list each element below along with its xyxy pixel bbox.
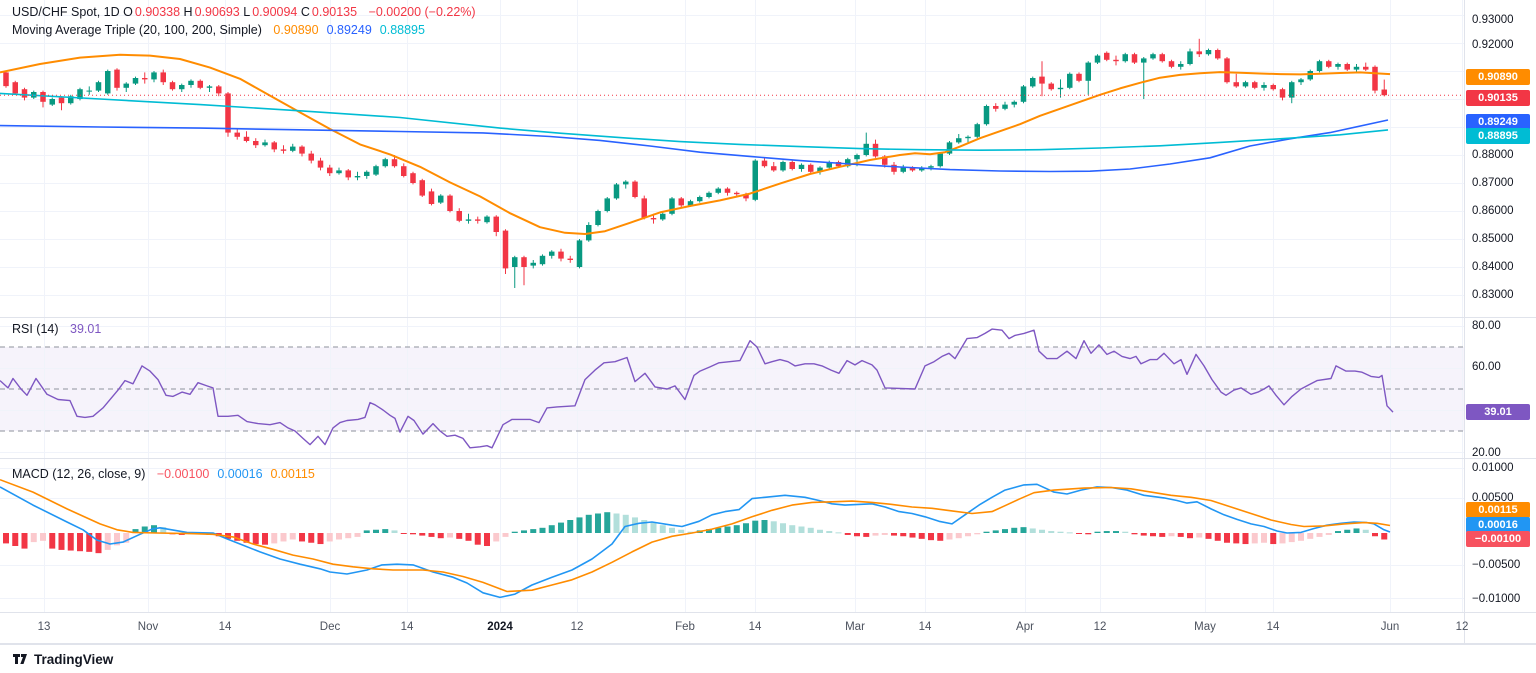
ohlc-key: O [123, 5, 133, 19]
time-axis-label: Apr [1016, 621, 1034, 633]
time-axis-label: 14 [918, 621, 932, 633]
price-axis-label: 0.84000 [1472, 261, 1514, 273]
ohlc-values: O 0.90338 H 0.90693 L 0.90094 C 0.90135 [123, 5, 357, 19]
time-axis-label: Mar [845, 621, 865, 633]
ma-values-item: 0.90890 [273, 23, 319, 37]
time-axis-label: Jun [1380, 621, 1400, 633]
rsi-value: 39.01 [70, 322, 102, 336]
tradingview-logo-text: TradingView [34, 651, 114, 667]
macd-indicator-label: MACD (12, 26, close, 9) [12, 467, 146, 481]
ma-values-item: 0.88895 [379, 23, 425, 37]
price-axis-badge: −0.00100 [1466, 531, 1530, 547]
time-axis-label: Nov [137, 621, 159, 633]
price-axis-label: 0.93000 [1472, 14, 1514, 26]
price-axis-badge: 0.88895 [1466, 128, 1530, 144]
price-axis-badge: 0.90135 [1466, 90, 1530, 106]
price-axis-badge: 0.89249 [1466, 114, 1530, 130]
price-axis-label: 0.92000 [1472, 39, 1514, 51]
ohlc-key: L [239, 5, 251, 19]
time-axis-label: Feb [675, 621, 695, 633]
time-axis-label: 14 [400, 621, 414, 633]
symbol-title: USD/CHF Spot, 1D [12, 5, 120, 19]
footer-bar: TradingView [0, 644, 1536, 673]
price-axis-badge: 0.90890 [1466, 69, 1530, 85]
price-axis-label: 0.85000 [1472, 233, 1514, 245]
price-axis-label: −0.00500 [1472, 559, 1521, 571]
time-axis-label: May [1194, 621, 1216, 633]
ohlc-value: 0.90338 [134, 5, 181, 19]
legend-rsi-row[interactable]: RSI (14) 39.01 [12, 322, 101, 336]
time-axis-label: 14 [748, 621, 762, 633]
time-axis-label: 12 [570, 621, 584, 633]
price-axis-label: 0.86000 [1472, 205, 1514, 217]
time-axis-label: 14 [1266, 621, 1280, 633]
time-axis-label: 14 [218, 621, 232, 633]
macd-values-item: 0.00115 [270, 467, 315, 481]
price-axis-label: −0.01000 [1472, 593, 1521, 605]
ohlc-key: C [297, 5, 310, 19]
ohlc-value: 0.90135 [311, 5, 358, 19]
legend-ma-row[interactable]: Moving Average Triple (20, 100, 200, Sim… [12, 23, 425, 37]
macd-values-item: 0.00016 [217, 467, 263, 481]
price-axis-label: 20.00 [1472, 447, 1501, 459]
macd-values: −0.00100 0.00016 0.00115 [149, 467, 315, 481]
ohlc-value: 0.90693 [194, 5, 240, 19]
rsi-indicator-label: RSI (14) [12, 322, 59, 336]
legend-macd-row[interactable]: MACD (12, 26, close, 9) −0.00100 0.00016 0… [12, 467, 315, 481]
tradingview-logo[interactable]: TradingView [12, 651, 113, 667]
tradingview-logo-icon [13, 654, 27, 664]
time-axis-label: 12 [1455, 621, 1469, 633]
price-axis-label: 0.01000 [1472, 462, 1514, 474]
time-axis-label: 2024 [487, 621, 513, 633]
price-axis-badge: 39.01 [1466, 404, 1530, 420]
price-axis-label: 0.87000 [1472, 177, 1514, 189]
price-axis-label: 60.00 [1472, 361, 1501, 373]
time-axis-label: 12 [1093, 621, 1107, 633]
change-value: −0.00200 (−0.22%) [368, 5, 476, 19]
ma-values: 0.90890 0.89249 0.88895 [265, 23, 425, 37]
legend-symbol-row[interactable]: USD/CHF Spot, 1D O 0.90338 H 0.90693 L 0.90… [12, 5, 476, 19]
price-axis-label: 0.83000 [1472, 289, 1514, 301]
price-axis-label: 0.00500 [1472, 492, 1514, 504]
price-axis-badge: 0.00115 [1466, 502, 1530, 518]
ohlc-key: H [180, 5, 193, 19]
ma-indicator-label: Moving Average Triple (20, 100, 200, Sim… [12, 23, 262, 37]
price-axis-label: 0.88000 [1472, 149, 1514, 161]
ohlc-value: 0.90094 [252, 5, 298, 19]
ma-values-item: 0.89249 [326, 23, 372, 37]
time-axis-label: 13 [37, 621, 51, 633]
price-axis-badge: 0.00016 [1466, 517, 1530, 533]
price-axis-label: 80.00 [1472, 320, 1501, 332]
time-axis-label: Dec [319, 621, 341, 633]
macd-values-item: −0.00100 [156, 467, 210, 481]
